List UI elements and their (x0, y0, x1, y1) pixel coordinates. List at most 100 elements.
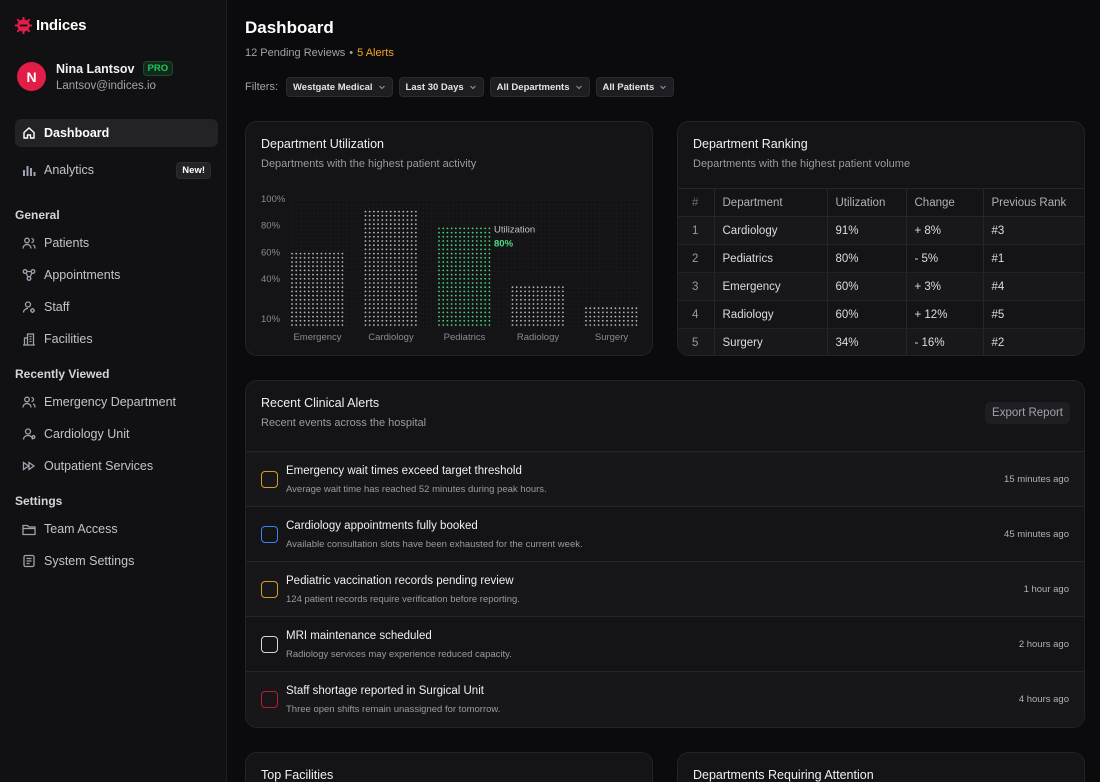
folder-icon (22, 524, 36, 536)
alert-item[interactable]: Staff shortage reported in Surgical Unit… (246, 671, 1084, 726)
users-icon (22, 396, 36, 408)
table-header-row: # Department Utilization Change Previous… (678, 188, 1084, 217)
y-tick-label: 10% (261, 314, 281, 325)
nav-team-access[interactable]: Team Access (15, 515, 218, 543)
filter-patients[interactable]: All Patients (595, 77, 675, 97)
cell-change: - 16% (906, 328, 984, 355)
alert-checkbox[interactable] (261, 526, 278, 543)
cell-previous-rank: #3 (983, 216, 1084, 245)
sidebar: Indices N Nina Lantsov PRO Lantsov@indic… (0, 0, 227, 782)
cell-department: Surgery (714, 328, 828, 355)
alert-time: 1 hour ago (1023, 584, 1069, 595)
cell-department: Emergency (714, 272, 828, 301)
table-row[interactable]: 3 Emergency 60% + 3% #4 (678, 272, 1084, 301)
x-tick-label: Emergency (293, 332, 341, 343)
recent-outpatient-services[interactable]: Outpatient Services (15, 452, 218, 480)
logo-icon (15, 17, 32, 34)
bar-emergency[interactable] (291, 252, 344, 326)
bar-cardiology[interactable] (364, 210, 417, 326)
cell-rank: 3 (678, 272, 715, 301)
alert-checkbox[interactable] (261, 691, 278, 708)
table-row[interactable]: 2 Pediatrics 80% - 5% #1 (678, 244, 1084, 273)
nav-staff[interactable]: Staff (15, 293, 218, 321)
users-icon (22, 237, 36, 249)
filter-date-range[interactable]: Last 30 Days (398, 77, 484, 97)
chevron-down-icon (469, 85, 476, 90)
pending-reviews: 12 Pending Reviews (245, 47, 346, 59)
export-report-button[interactable]: Export Report (985, 402, 1070, 424)
cell-change: + 8% (906, 216, 984, 245)
col-utilization[interactable]: Utilization (827, 188, 907, 217)
alert-checkbox[interactable] (261, 581, 278, 598)
ranking-title: Department Ranking (693, 137, 808, 151)
cell-rank: 1 (678, 216, 715, 245)
user-icon (22, 428, 36, 440)
alert-item[interactable]: Pediatric vaccination records pending re… (246, 561, 1084, 616)
x-tick-label: Pediatrics (444, 332, 486, 343)
user-name: Nina Lantsov (56, 61, 135, 76)
alert-description: Average wait time has reached 52 minutes… (286, 484, 547, 495)
nav-team-access-label: Team Access (44, 522, 118, 536)
section-general: General (15, 208, 60, 222)
building-icon (23, 333, 35, 346)
bar-radiology[interactable] (511, 286, 564, 326)
cell-change: + 3% (906, 272, 984, 301)
filter-facility-value: Westgate Medical (293, 81, 373, 93)
alert-description: 124 patient records require verification… (286, 594, 520, 605)
cell-change: - 5% (906, 244, 984, 273)
table-row[interactable]: 4 Radiology 60% + 12% #5 (678, 300, 1084, 329)
nav-patients-label: Patients (44, 236, 90, 250)
recent-emergency-label: Emergency Department (44, 395, 177, 409)
recent-cardiology-label: Cardiology Unit (44, 427, 130, 441)
section-recently-viewed: Recently Viewed (15, 367, 110, 381)
bar-pediatrics[interactable] (438, 227, 491, 326)
nav-dashboard[interactable]: Dashboard (15, 119, 218, 147)
chevron-down-icon (660, 85, 667, 90)
y-tick-label: 40% (261, 274, 281, 285)
alert-item[interactable]: Cardiology appointments fully booked Ava… (246, 506, 1084, 561)
filter-department[interactable]: All Departments (489, 77, 590, 97)
table-row[interactable]: 5 Surgery 34% - 16% #2 (678, 328, 1084, 355)
chart-dot-grid (292, 195, 638, 327)
alert-title: Emergency wait times exceed target thres… (286, 465, 522, 477)
filter-facility[interactable]: Westgate Medical (286, 77, 393, 97)
nav-facilities-label: Facilities (44, 332, 93, 346)
nav-analytics[interactable]: Analytics New! (15, 156, 218, 184)
x-tick-label: Cardiology (368, 332, 414, 343)
alert-item[interactable]: Emergency wait times exceed target thres… (246, 451, 1084, 506)
nav-patients[interactable]: Patients (15, 229, 218, 257)
nav-appointments[interactable]: Appointments (15, 261, 218, 289)
col-change[interactable]: Change (906, 188, 984, 217)
appointments-icon (22, 269, 36, 281)
page-title: Dashboard (245, 18, 334, 37)
attention-title: Departments Requiring Attention (693, 768, 874, 782)
alert-description: Available consultation slots have been e… (286, 539, 583, 550)
recent-emergency-department[interactable]: Emergency Department (15, 388, 218, 416)
avatar: N (17, 62, 46, 91)
cell-utilization: 91% (827, 216, 907, 245)
filter-patients-value: All Patients (602, 81, 655, 93)
table-row[interactable]: 1 Cardiology 91% + 8% #3 (678, 216, 1084, 245)
nav-system-settings[interactable]: System Settings (15, 547, 218, 575)
cell-previous-rank: #2 (983, 328, 1084, 355)
y-tick-label: 80% (261, 221, 281, 232)
alert-item[interactable]: MRI maintenance scheduled Radiology serv… (246, 616, 1084, 671)
bar-surgery[interactable] (585, 307, 638, 326)
alert-checkbox[interactable] (261, 636, 278, 653)
alert-time: 2 hours ago (1018, 639, 1069, 650)
col-rank[interactable]: # (678, 188, 715, 217)
col-department[interactable]: Department (714, 188, 828, 217)
alert-checkbox[interactable] (261, 471, 278, 488)
user-profile[interactable]: N Nina Lantsov PRO Lantsov@indices.io (17, 61, 174, 92)
recent-outpatient-label: Outpatient Services (44, 459, 154, 473)
app-logo[interactable]: Indices (15, 17, 86, 34)
alert-title: Pediatric vaccination records pending re… (286, 575, 514, 587)
top-facilities-card: Top Facilities (245, 752, 653, 782)
nav-facilities[interactable]: Facilities (15, 325, 218, 353)
y-tick-label: 100% (261, 194, 286, 205)
col-previous-rank[interactable]: Previous Rank (983, 188, 1084, 217)
ranking-subtitle: Departments with the highest patient vol… (693, 158, 911, 170)
section-settings: Settings (15, 494, 63, 508)
recent-cardiology-unit[interactable]: Cardiology Unit (15, 420, 218, 448)
alerts-count[interactable]: 5 Alerts (357, 47, 394, 59)
